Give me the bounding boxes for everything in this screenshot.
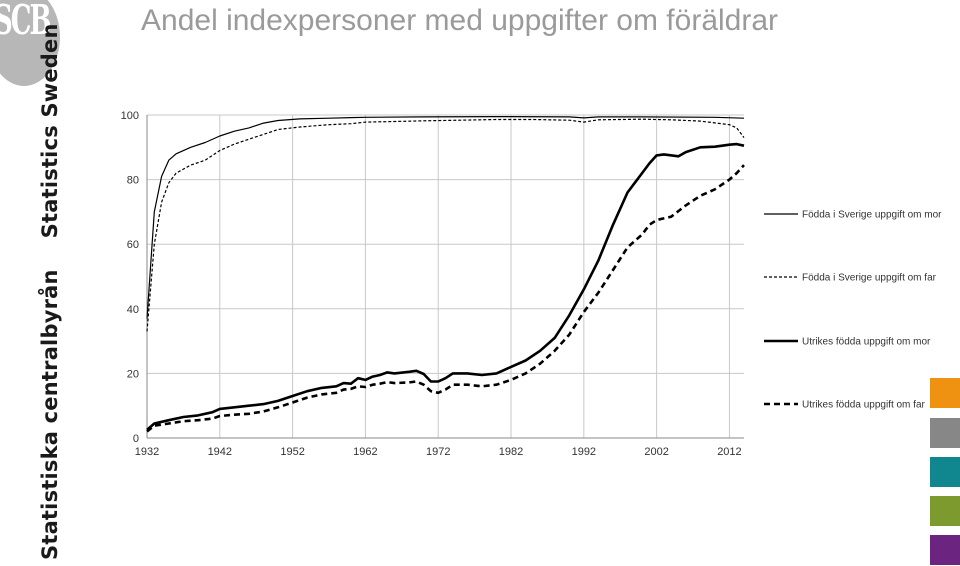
- x-tick-label: 2012: [717, 446, 741, 458]
- color-swatch: [930, 418, 960, 448]
- y-tick-label: 40: [127, 304, 139, 316]
- legend-label: Utrikes födda uppgift om far: [802, 400, 926, 411]
- x-tick-label: 1982: [499, 446, 523, 458]
- y-tick-label: 60: [127, 239, 139, 251]
- x-tick-label: 1932: [135, 446, 159, 458]
- y-tick-label: 100: [121, 110, 139, 122]
- series-line: [146, 142, 745, 431]
- y-tick-label: 80: [127, 175, 139, 187]
- scb-logo: SCB: [0, 0, 60, 86]
- series-line: [146, 118, 745, 332]
- series-line: [146, 164, 745, 433]
- color-swatch: [930, 457, 960, 487]
- legend-label: Födda i Sverige uppgift om far: [802, 273, 937, 284]
- y-tick-label: 0: [133, 433, 139, 445]
- legend-label: Födda i Sverige uppgift om mor: [802, 210, 942, 221]
- page-title: Andel indexpersoner med uppgifter om för…: [141, 4, 779, 37]
- logo-text: SCB: [0, 0, 51, 45]
- x-tick-label: 1972: [426, 446, 450, 458]
- legend-label: Utrikes födda uppgift om mor: [802, 337, 931, 348]
- color-swatch: [930, 535, 960, 565]
- x-tick-label: 1992: [572, 446, 596, 458]
- x-tick-label: 1962: [353, 446, 377, 458]
- x-tick-label: 1952: [280, 446, 304, 458]
- color-swatch: [930, 496, 960, 526]
- y-tick-label: 20: [127, 368, 139, 380]
- color-swatch: [930, 378, 960, 408]
- x-tick-label: 2002: [644, 446, 668, 458]
- x-tick-label: 1942: [208, 446, 232, 458]
- series-line: [146, 116, 745, 319]
